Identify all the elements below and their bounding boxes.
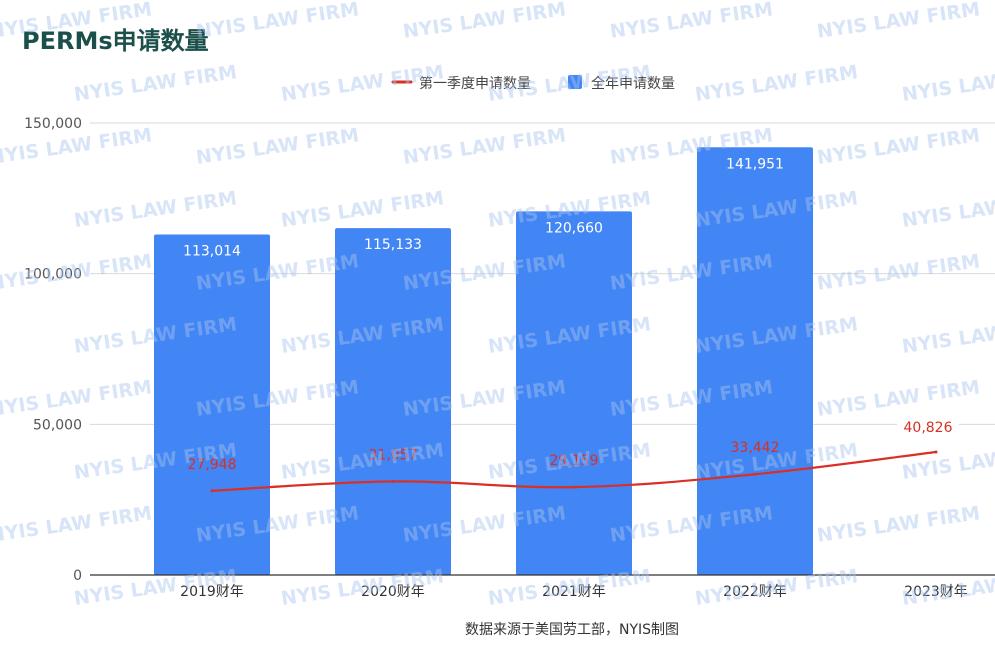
bar-value-label: 113,014	[183, 243, 241, 259]
line-point	[210, 489, 214, 493]
y-tick-label: 0	[73, 568, 82, 584]
data-labels: 113,014 115,133 120,660 141,951 27,948 31,057…	[183, 156, 959, 473]
legend-bar-swatch	[568, 75, 582, 89]
legend-bar-label: 全年申请数量	[591, 75, 675, 92]
legend-line-label: 第一季度申请数量	[419, 75, 531, 92]
watermark-text: NYIS LAW FIRM	[73, 187, 239, 232]
axes: 0 50,000 100,000 150,000 2019财年 2020财年 2021财年 2…	[24, 116, 995, 600]
y-tick-label: 50,000	[33, 417, 82, 433]
chart-title: PERMs申请数量	[22, 27, 209, 55]
watermark-text: NYIS LAW FIRM	[901, 565, 995, 610]
watermark-text: NYIS LAW FIRM	[609, 0, 775, 43]
line-value-label: 33,442	[731, 440, 780, 456]
watermark-text: NYIS LAW FIRM	[73, 61, 239, 106]
watermark-text: NYIS LAW FIRM	[195, 124, 361, 169]
watermark-text: NYIS LAW FIRM	[694, 61, 860, 106]
bar	[516, 211, 632, 575]
watermark: NYIS LAW FIRM NYIS LAW FIRM NYIS LAW FIRM N…	[0, 0, 995, 610]
bar	[335, 228, 451, 575]
watermark-text: NYIS LAW FIRM	[901, 313, 995, 358]
legend: 第一季度申请数量 全年申请数量	[391, 75, 675, 92]
line-value-label: 31,057	[369, 447, 418, 463]
watermark-text: NYIS LAW FIRM	[816, 376, 982, 421]
watermark-text: NYIS LAW FIRM	[487, 61, 653, 106]
watermark-text: NYIS LAW FIRM	[280, 187, 446, 232]
line-point	[753, 472, 757, 476]
line-point	[391, 479, 395, 483]
x-tick-label: 2023财年	[904, 584, 968, 600]
watermark-text: NYIS LAW FIRM	[0, 502, 153, 547]
line-value-label: 27,948	[188, 457, 237, 473]
watermark-text: NYIS LAW FIRM	[0, 250, 153, 295]
line-value-label: 40,826	[904, 420, 953, 436]
y-tick-label: 100,000	[24, 267, 82, 283]
line-point	[934, 450, 938, 454]
line-value-label: 29,159	[550, 453, 599, 469]
watermark-text: NYIS LAW FIRM	[816, 250, 982, 295]
y-tick-label: 150,000	[24, 116, 82, 132]
bar-value-label: 120,660	[545, 220, 603, 236]
x-tick-label: 2022财年	[723, 584, 787, 600]
watermark-text: NYIS LAW FIRM	[901, 187, 995, 232]
x-tick-label: 2020财年	[361, 584, 425, 600]
bar-value-label: 115,133	[364, 237, 422, 253]
line-point	[572, 485, 576, 489]
watermark-text: NYIS LAW FIRM	[280, 61, 446, 106]
watermark-text: NYIS LAW FIRM	[195, 0, 361, 43]
bar-value-label: 141,951	[726, 156, 784, 172]
watermark-text: NYIS LAW FIRM	[0, 376, 153, 421]
watermark-text: NYIS LAW FIRM	[816, 0, 982, 43]
watermark-text: NYIS LAW FIRM	[901, 61, 995, 106]
x-tick-label: 2019财年	[180, 584, 244, 600]
watermark-text: NYIS LAW FIRM	[402, 0, 568, 43]
source-note: 数据来源于美国劳工部，NYIS制图	[465, 622, 679, 638]
watermark-text: NYIS LAW FIRM	[402, 124, 568, 169]
line-series	[210, 450, 938, 493]
line-label-background	[897, 416, 959, 437]
watermark-text: NYIS LAW FIRM	[901, 439, 995, 484]
watermark-text: NYIS LAW FIRM	[816, 502, 982, 547]
bar	[697, 147, 813, 575]
x-tick-label: 2021财年	[542, 584, 606, 600]
watermark-text: NYIS LAW FIRM	[816, 124, 982, 169]
